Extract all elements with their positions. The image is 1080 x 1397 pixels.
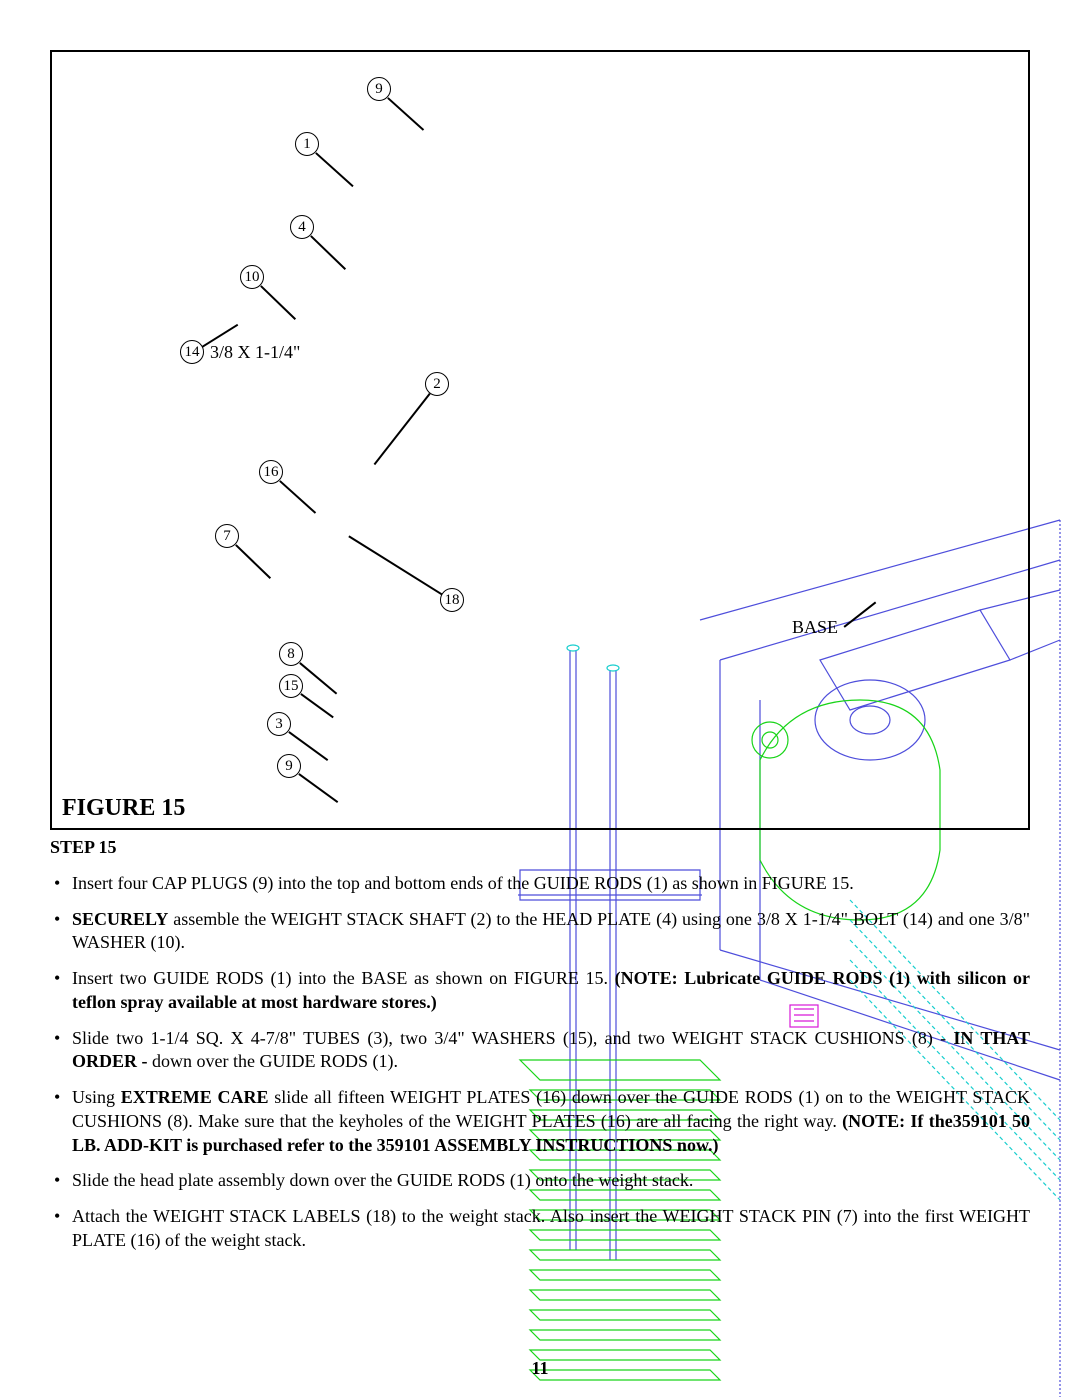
callout-leader xyxy=(387,97,424,130)
step-item: SECURELY assemble the WEIGHT STACK SHAFT… xyxy=(50,908,1030,956)
callout-bubble: 18 xyxy=(440,588,464,612)
callout-leader xyxy=(315,152,353,187)
callout-leader xyxy=(300,662,338,694)
page: 91410143/8 X 1-1/4"21671881539 BASE FIGU… xyxy=(50,50,1030,1253)
callout-bubble: 15 xyxy=(279,674,303,698)
step-item: Using EXTREME CARE slide all fifteen WEI… xyxy=(50,1086,1030,1157)
callout-15: 15 xyxy=(279,674,303,698)
base-leader xyxy=(844,602,876,628)
callout-bubble: 2 xyxy=(425,372,449,396)
callout-bubble: 8 xyxy=(279,642,303,666)
step-item: Insert two GUIDE RODS (1) into the BASE … xyxy=(50,967,1030,1015)
callout-8: 8 xyxy=(279,642,303,666)
callout-7: 7 xyxy=(215,524,239,548)
page-number: 11 xyxy=(0,1358,1080,1379)
step-item: Attach the WEIGHT STACK LABELS (18) to t… xyxy=(50,1205,1030,1253)
callout-leader xyxy=(298,773,338,802)
step-item: Insert four CAP PLUGS (9) into the top a… xyxy=(50,872,1030,896)
callout-bubble: 1 xyxy=(295,132,319,156)
callout-bubble: 16 xyxy=(259,460,283,484)
callout-14: 14 3/8 X 1-1/4" xyxy=(180,340,300,364)
callout-bubble: 9 xyxy=(277,754,301,778)
callout-1: 1 xyxy=(295,132,319,156)
callout-3: 3 xyxy=(267,712,291,736)
step-item: Slide the head plate assembly down over … xyxy=(50,1169,1030,1193)
callout-2: 2 xyxy=(425,372,449,396)
callout-leader xyxy=(235,545,271,579)
figure-label: FIGURE 15 xyxy=(62,795,185,822)
callout-4: 4 xyxy=(290,215,314,239)
callout-bubble: 7 xyxy=(215,524,239,548)
callout-leader xyxy=(260,286,296,320)
callout-bubble: 10 xyxy=(240,265,264,289)
base-label: BASE xyxy=(792,617,838,638)
callout-9: 9 xyxy=(367,77,391,101)
figure-box: 91410143/8 X 1-1/4"21671881539 BASE FIGU… xyxy=(50,50,1030,830)
callout-bubble: 4 xyxy=(290,215,314,239)
callout-note: 3/8 X 1-1/4" xyxy=(210,342,300,363)
callout-leader xyxy=(279,480,316,513)
callout-bubble: 9 xyxy=(367,77,391,101)
steps-section: STEP 15 Insert four CAP PLUGS (9) into t… xyxy=(50,836,1030,1253)
callout-9: 9 xyxy=(277,754,301,778)
callout-leader xyxy=(374,394,431,466)
callout-leader xyxy=(348,535,442,595)
steps-list: Insert four CAP PLUGS (9) into the top a… xyxy=(50,872,1030,1253)
callout-bubble: 3 xyxy=(267,712,291,736)
callout-10: 10 xyxy=(240,265,264,289)
callout-leader xyxy=(300,693,333,718)
callout-leader xyxy=(310,236,346,270)
step-item: Slide two 1-1/4 SQ. X 4-7/8" TUBES (3), … xyxy=(50,1027,1030,1075)
callout-16: 16 xyxy=(259,460,283,484)
step-heading: STEP 15 xyxy=(50,836,1030,860)
callout-bubble: 14 xyxy=(180,340,204,364)
callout-18: 18 xyxy=(440,588,464,612)
